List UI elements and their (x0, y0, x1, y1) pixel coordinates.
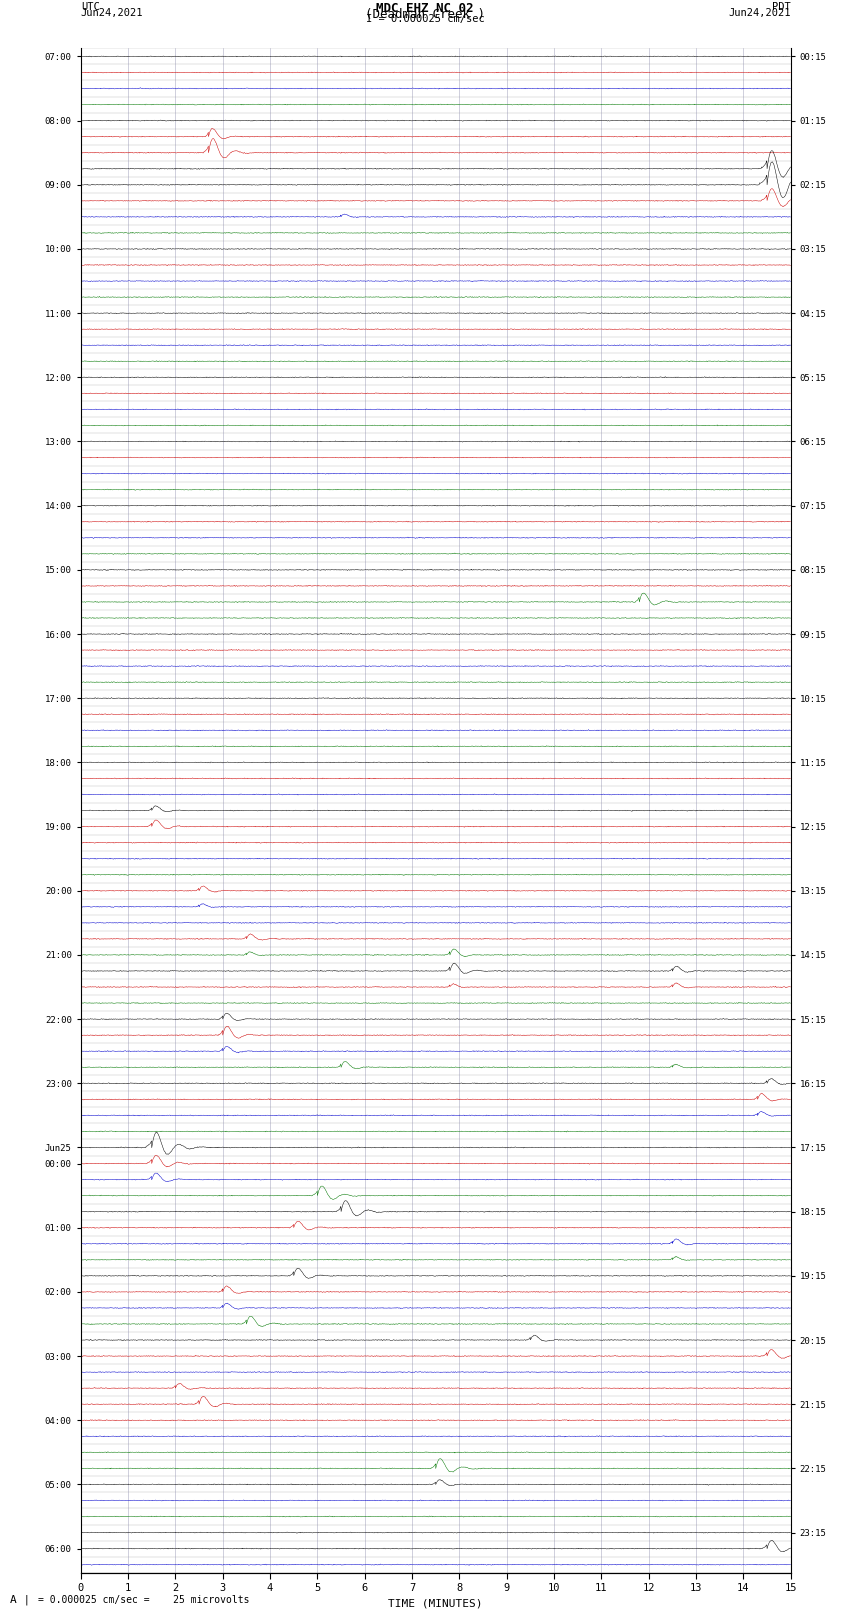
Text: (Deadman Creek ): (Deadman Creek ) (365, 8, 485, 21)
Text: Jun24,2021: Jun24,2021 (728, 8, 791, 18)
Text: UTC: UTC (81, 3, 99, 13)
X-axis label: TIME (MINUTES): TIME (MINUTES) (388, 1598, 483, 1608)
Text: Jun24,2021: Jun24,2021 (81, 8, 144, 18)
Text: PDT: PDT (772, 3, 791, 13)
Text: MDC EHZ NC 02: MDC EHZ NC 02 (377, 3, 473, 16)
Text: = 0.000025 cm/sec =    25 microvolts: = 0.000025 cm/sec = 25 microvolts (38, 1595, 250, 1605)
Text: I = 0.000025 cm/sec: I = 0.000025 cm/sec (366, 13, 484, 24)
Text: A |: A | (10, 1594, 31, 1605)
